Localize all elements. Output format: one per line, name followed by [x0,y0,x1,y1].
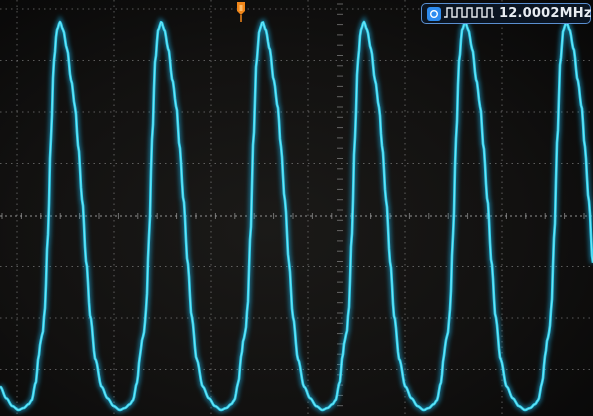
waveform-trace [0,15,593,414]
channel-badge-icon [427,6,441,21]
square-wave-icon [444,4,494,23]
frequency-value: 12.0002MHz [499,6,592,21]
waveform-highlight [0,21,593,411]
trigger-position-marker-icon[interactable] [235,2,247,22]
frequency-counter-readout[interactable]: 12.0002MHz [421,3,591,24]
